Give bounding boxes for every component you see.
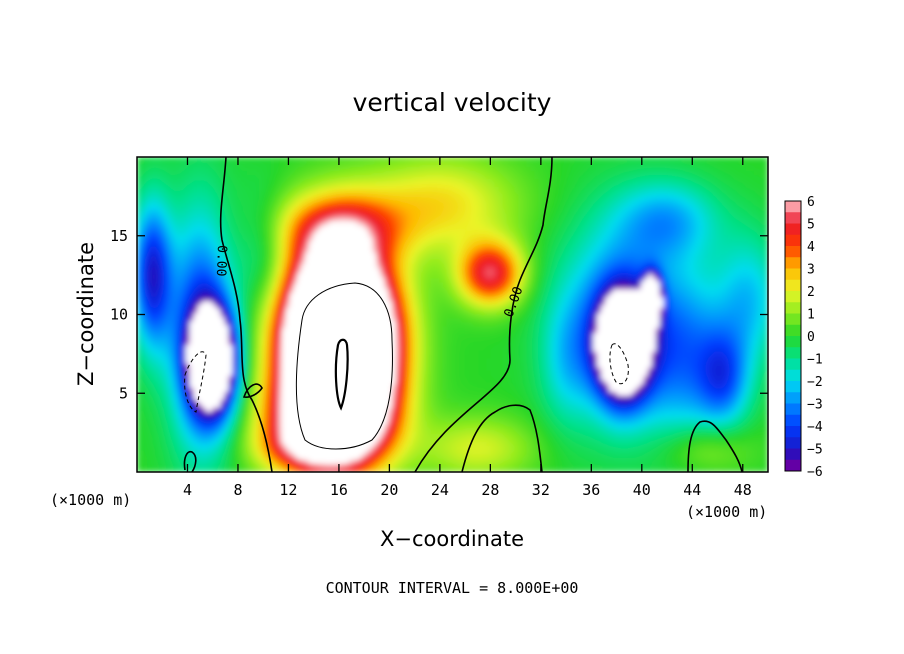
colorbar-swatch [785,302,801,314]
colorbar-swatch [785,347,801,359]
x-tick-label: 12 [279,481,297,499]
x-tick-label: 36 [582,481,600,499]
chart-title: vertical velocity [353,88,552,117]
colorbar-swatch [785,223,801,236]
colorbar-swatch [785,358,801,371]
x-tick-label: 16 [330,481,348,499]
zero-contour-right [414,157,553,472]
colorbar-swatch [785,414,801,427]
heatmap-field [137,157,768,472]
colorbar-swatch [785,291,801,303]
colorbar-swatch [785,369,801,382]
y-tick-label: 10 [110,306,128,324]
downdraft-contour-left [184,351,207,413]
colorbar-swatch [785,234,801,247]
x-tick-label: 8 [233,481,242,499]
colorbar-label: 4 [807,240,815,255]
contour-interval-note: CONTOUR INTERVAL = 8.000E+00 [326,579,579,597]
x-unit-label-right: (×1000 m) [686,503,767,521]
contour-lines [183,157,743,472]
colorbar-label: 0 [807,330,815,345]
colorbar-label: 1 [807,308,815,323]
zero-contour-small-left [242,383,263,398]
colorbar-swatch [785,392,801,404]
colorbar-swatch [785,403,801,416]
colorbar-frame [784,200,802,472]
updraft-contour-inner [295,282,393,450]
colorbar-swatch [785,246,801,258]
x-axis: 4 8 12 16 20 24 28 32 36 40 44 48 [183,157,752,499]
colorbar-label: −1 [807,353,823,368]
zero-contour-bottom-right [687,420,743,472]
colorbar-swatch [785,257,801,269]
x-tick-label: 44 [683,481,701,499]
updraft-contour-core [334,338,349,411]
colorbar-swatch [785,426,801,438]
x-tick-label: 28 [481,481,499,499]
colorbar-label: 3 [807,263,815,278]
colorbar-label: 6 [807,195,815,210]
x-axis-title: X−coordinate [380,527,524,551]
colorbar: 6 5 4 3 2 1 0 −1 −2 −3 −4 −5 −6 [784,195,823,480]
x-tick-label: 32 [532,481,550,499]
colorbar-label: −6 [807,465,823,480]
colorbar-swatch [785,324,801,337]
colorbar-swatch [785,437,801,449]
colorbar-swatch [785,268,801,281]
colorbar-swatch [785,201,801,213]
y-axis: 5 10 15 [110,227,768,402]
zero-contour-lower [461,404,543,472]
x-tick-label: 48 [734,481,752,499]
colorbar-label: −3 [807,398,823,413]
contour-label-left: 0.00 [213,245,229,277]
x-tick-label: 24 [431,481,449,499]
colorbar-swatch [785,459,801,472]
zero-contour-left [219,157,273,472]
colorbar-swatch [785,336,801,348]
velocity-field-image [137,157,768,472]
y-tick-label: 5 [119,384,128,402]
y-axis-title: Z−coordinate [74,242,98,386]
x-tick-label: 4 [183,481,192,499]
zero-contour-small-bottom [183,450,197,472]
downdraft-contour-right [609,343,629,385]
x-tick-label: 20 [380,481,398,499]
colorbar-label: −4 [807,420,823,435]
colorbar-swatch [785,212,801,224]
colorbar-swatch [785,313,801,326]
x-tick-label: 40 [633,481,651,499]
x-unit-label-left: (×1000 m) [50,491,131,509]
colorbar-swatch [785,381,801,393]
colorbar-label: −5 [807,443,823,458]
colorbar-swatch [785,279,801,292]
y-tick-label: 15 [110,227,128,245]
colorbar-label: −2 [807,375,823,390]
colorbar-label: 2 [807,285,815,300]
colorbar-label: 5 [807,218,815,233]
colorbar-swatch [785,448,801,461]
